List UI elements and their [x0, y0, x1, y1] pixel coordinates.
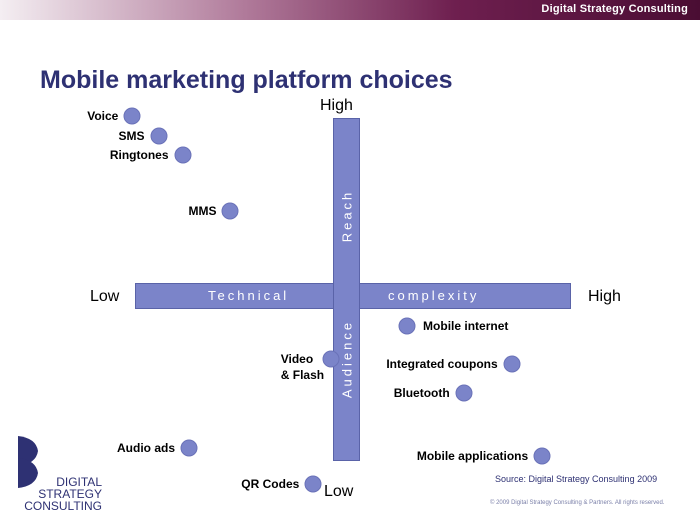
source-note: Source: Digital Strategy Consulting 2009 [495, 474, 658, 484]
item-marker [221, 202, 239, 219]
item-label: QR Codes [241, 477, 300, 492]
item-marker [123, 107, 141, 124]
logo-line-digital: DIGITAL [56, 475, 102, 489]
logo-line-strategy: STRATEGY [38, 487, 102, 501]
brand-name: Digital Strategy Consulting [541, 3, 688, 15]
y-axis-word-audience: Audience [339, 319, 355, 399]
item-marker [533, 447, 551, 465]
item-label: Bluetooth [393, 385, 450, 400]
item-label: Video & Flash [280, 351, 325, 382]
item-marker [150, 127, 168, 145]
x-axis-high-label: High [588, 288, 621, 305]
item-marker [322, 350, 340, 368]
item-marker [503, 355, 521, 373]
page-title: Mobile marketing platform choices [40, 66, 453, 94]
item-label: Mobile applications [416, 448, 529, 463]
item-label: MMS [188, 203, 217, 218]
item-label: Integrated coupons [386, 357, 498, 372]
logo-line-consulting: CONSULTING [24, 499, 102, 513]
item-label: Audio ads [117, 441, 176, 455]
item-marker [180, 439, 198, 457]
logo-mark-icon [18, 436, 38, 488]
item-label: Ringtones [109, 148, 169, 163]
y-axis-bar: Reach Audience [333, 118, 360, 461]
y-axis-low-label: Low [324, 483, 354, 500]
item-marker [174, 146, 191, 164]
item-marker [304, 475, 322, 493]
item-marker [398, 317, 416, 335]
copyright-note: © 2009 Digital Strategy Consulting & Par… [490, 500, 665, 506]
x-axis-low-label: Low [90, 288, 120, 305]
y-axis-high-label: High [320, 97, 353, 114]
y-axis-word-reach: Reach [339, 189, 355, 243]
item-label: Mobile internet [423, 319, 509, 334]
item-label: Voice [87, 108, 119, 123]
header-bar: Digital Strategy Consulting [0, 0, 700, 20]
x-axis-word-complexity: complexity [388, 288, 480, 303]
x-axis-word-technical: Technical [208, 288, 290, 303]
company-logo: DIGITAL STRATEGY CONSULTING [12, 436, 102, 516]
item-marker [455, 384, 473, 402]
item-label: SMS [118, 129, 145, 144]
